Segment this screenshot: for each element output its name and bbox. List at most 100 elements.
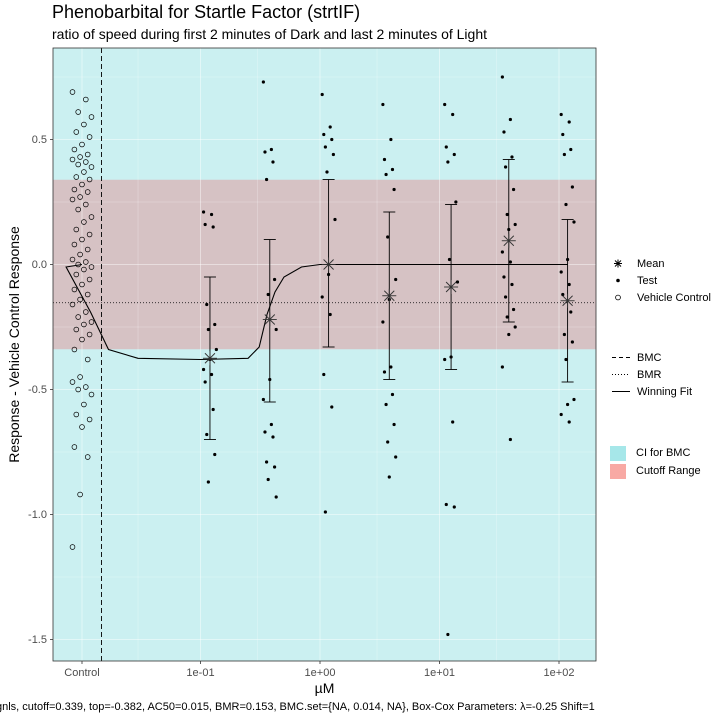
x-tick-label: 1e+02 xyxy=(544,667,575,679)
vehicle-control-point xyxy=(88,264,95,270)
vehicle-control-point xyxy=(75,314,81,320)
test-point xyxy=(559,270,563,274)
test-point xyxy=(444,502,448,507)
test-point xyxy=(333,217,337,222)
cyan-swatch-icon xyxy=(610,445,626,461)
chart-caption: gnls, cutoff=0.339, top=-0.382, AC50=0.0… xyxy=(0,701,595,713)
test-point xyxy=(381,320,385,324)
vehicle-control-point xyxy=(77,194,83,200)
test-point xyxy=(213,452,217,457)
x-axis-title: µM xyxy=(315,680,335,696)
test-point xyxy=(325,170,329,174)
test-point xyxy=(322,132,326,137)
vehicle-control-point xyxy=(81,219,87,225)
test-point xyxy=(446,632,450,637)
vehicle-control-point xyxy=(86,331,93,338)
test-point xyxy=(272,277,277,282)
vehicle-control-point xyxy=(73,226,80,233)
test-point xyxy=(559,412,563,417)
test-point xyxy=(455,280,460,284)
vehicle-control-point xyxy=(86,276,93,283)
vehicle-control-point xyxy=(73,411,80,418)
test-point xyxy=(269,422,273,427)
test-point xyxy=(502,275,506,279)
test-point xyxy=(510,282,514,287)
vehicle-control-point xyxy=(79,181,85,188)
vehicle-control-point xyxy=(69,256,76,263)
test-point xyxy=(565,402,570,407)
test-point xyxy=(209,372,214,377)
test-point xyxy=(570,340,574,344)
vehicle-control-point xyxy=(77,491,83,498)
test-point xyxy=(389,137,393,142)
test-point xyxy=(203,222,207,227)
test-point xyxy=(261,80,265,84)
test-point xyxy=(500,75,504,79)
legend-label: Vehicle Control xyxy=(637,291,711,304)
asterisk-icon xyxy=(610,255,632,272)
legend-label: Cutoff Range xyxy=(636,465,701,477)
test-point xyxy=(213,322,217,327)
legend-label: CI for BMC xyxy=(636,447,691,459)
vehicle-control-point xyxy=(88,319,95,325)
grid xyxy=(53,48,596,661)
test-point xyxy=(564,357,568,362)
legend-item-test: Test xyxy=(610,272,711,289)
solid-line-icon xyxy=(610,383,632,400)
test-point xyxy=(274,495,278,499)
x-tick-label: Control xyxy=(64,667,99,679)
y-axis-title: Response - Vehicle Control Response xyxy=(6,226,22,463)
vehicle-control-point xyxy=(79,236,85,243)
test-point xyxy=(382,370,387,374)
test-point xyxy=(502,130,506,134)
vehicle-control-point xyxy=(79,424,85,430)
test-point xyxy=(320,92,324,97)
test-point xyxy=(451,420,455,424)
test-point xyxy=(443,102,447,107)
test-point xyxy=(505,212,509,217)
test-point xyxy=(567,120,571,124)
test-point xyxy=(451,112,455,117)
y-tick-label: 0.0 xyxy=(32,259,47,271)
vehicle-control-point xyxy=(69,301,76,308)
test-point xyxy=(201,367,206,372)
vehicle-control-point xyxy=(83,309,89,315)
mean-marker xyxy=(321,257,336,272)
y-tick-label: -1.5 xyxy=(28,634,47,646)
vehicle-control-point xyxy=(75,206,81,213)
vehicle-control-point xyxy=(81,321,87,328)
legend-item-winning-fit: Winning Fit xyxy=(610,383,692,400)
vehicle-control-point xyxy=(88,164,95,170)
vehicle-control-point xyxy=(83,201,89,208)
legend-item-cutoff-range: Cutoff Range xyxy=(610,462,701,480)
test-point xyxy=(382,157,387,162)
vehicle-control-point xyxy=(75,386,81,393)
test-point xyxy=(511,307,516,312)
test-point xyxy=(205,432,209,437)
vehicle-control-point xyxy=(83,96,89,103)
test-point xyxy=(503,295,508,299)
vehicle-control-point xyxy=(77,296,83,303)
test-point xyxy=(454,200,458,204)
vehicle-control-point xyxy=(86,176,93,183)
panel-border xyxy=(52,47,597,662)
x-tick-label: 1e-01 xyxy=(186,667,214,679)
vehicle-control-point xyxy=(79,141,85,148)
test-point xyxy=(211,225,215,229)
legend-item-bmc: BMC xyxy=(610,349,692,366)
y-tick-label: -0.5 xyxy=(28,384,47,396)
vehicle-control-point xyxy=(75,161,81,168)
test-point xyxy=(206,480,210,484)
test-point xyxy=(390,392,395,397)
test-point xyxy=(381,102,385,107)
mean-marker xyxy=(262,312,277,327)
test-point xyxy=(320,295,324,299)
legend-item-bmr: BMR xyxy=(610,366,692,383)
test-point xyxy=(507,332,511,337)
test-point xyxy=(394,277,398,282)
mean-marker xyxy=(501,233,516,248)
vehicle-control-point xyxy=(81,401,87,408)
test-point xyxy=(264,460,269,464)
vehicle-control-point xyxy=(83,384,89,390)
